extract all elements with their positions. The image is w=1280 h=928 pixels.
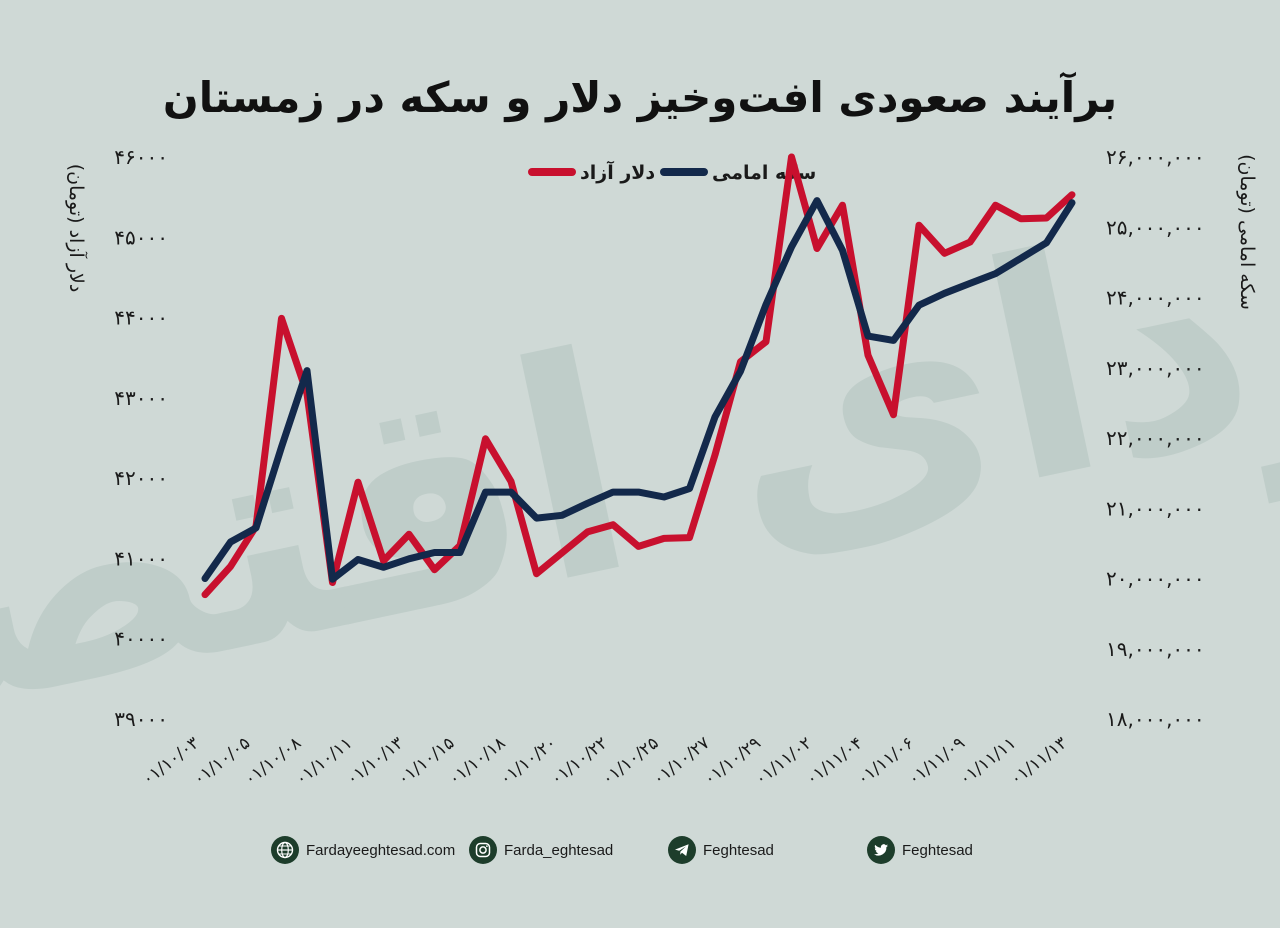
footer-telegram-text: Feghtesad bbox=[703, 841, 774, 859]
globe-icon bbox=[271, 836, 299, 864]
y-right-tick-label: ۲۵,۰۰۰,۰۰۰ bbox=[1106, 215, 1205, 239]
footer-telegram[interactable]: Feghtesad bbox=[668, 834, 774, 866]
series-line-coin bbox=[201, 197, 1076, 583]
x-tick-label: ۰۱/۱۰/۰۸ bbox=[241, 733, 306, 790]
footer-instagram[interactable]: Farda_eghtesad bbox=[469, 834, 613, 866]
legend-label-dollar: دلار آزاد bbox=[580, 160, 655, 184]
footer-website[interactable]: Fardayeeghtesad.com bbox=[271, 834, 455, 866]
x-tick-label: ۰۱/۱۱/۱۱ bbox=[956, 733, 1021, 790]
x-tick-label: ۰۱/۱۰/۰۵ bbox=[190, 733, 255, 790]
y-right-tick-label: ۲۲,۰۰۰,۰۰۰ bbox=[1106, 426, 1205, 450]
y-left-tick-label: ۴۴۰۰۰ bbox=[114, 306, 168, 330]
y-right-axis-label: سکه امامی (تومان) bbox=[1236, 154, 1258, 310]
x-tick-label: ۰۱/۱۰/۲۵ bbox=[598, 733, 663, 790]
watermark-text: فردای اقتصاد bbox=[0, 78, 1280, 840]
x-tick-label: ۰۱/۱۰/۲۷ bbox=[649, 733, 714, 790]
x-tick-label: ۰۱/۱۰/۱۵ bbox=[394, 733, 459, 790]
y-right-tick-label: ۱۹,۰۰۰,۰۰۰ bbox=[1106, 637, 1205, 661]
y-left-tick-label: ۴۶۰۰۰ bbox=[114, 145, 168, 169]
x-ticks: ۰۱/۱۰/۰۳۰۱/۱۰/۰۵۰۱/۱۰/۰۸۰۱/۱۰/۱۱۰۱/۱۰/۱۳… bbox=[139, 733, 1072, 790]
twitter-icon bbox=[867, 836, 895, 864]
x-tick-label: ۰۱/۱۰/۲۹ bbox=[700, 733, 765, 790]
x-tick-label: ۰۱/۱۱/۰۹ bbox=[904, 733, 969, 790]
telegram-icon bbox=[668, 836, 696, 864]
footer-website-text: Fardayeeghtesad.com bbox=[306, 841, 456, 859]
y-right-tick-label: ۲۱,۰۰۰,۰۰۰ bbox=[1106, 496, 1205, 520]
x-tick-label: ۰۱/۱۰/۱۸ bbox=[445, 733, 510, 790]
series-lines bbox=[201, 153, 1076, 599]
y-right-tick-label: ۱۸,۰۰۰,۰۰۰ bbox=[1106, 707, 1205, 731]
y-left-axis-label: دلار آزاد (تومان) bbox=[65, 164, 89, 293]
y-right-ticks: ۱۸,۰۰۰,۰۰۰ ۱۹,۰۰۰,۰۰۰ ۲۰,۰۰۰,۰۰۰ ۲۱,۰۰۰,۰۰۰… bbox=[1106, 145, 1205, 731]
y-left-ticks: ۳۹۰۰۰ ۴۰۰۰۰ ۴۱۰۰۰ ۴۲۰۰۰ ۴۳۰۰۰ ۴۴۰۰۰ ۴۵۰۰۰ ۴۶۰۰۰ bbox=[114, 145, 168, 731]
footer-twitter-text: Feghtesad bbox=[902, 841, 973, 859]
y-left-tick-label: ۴۵۰۰۰ bbox=[114, 225, 168, 249]
y-right-tick-label: ۲۶,۰۰۰,۰۰۰ bbox=[1106, 145, 1205, 169]
y-right-tick-label: ۲۳,۰۰۰,۰۰۰ bbox=[1106, 356, 1205, 380]
x-tick-label: ۰۱/۱۱/۰۴ bbox=[802, 733, 867, 790]
x-tick-label: ۰۱/۱۰/۲۲ bbox=[547, 733, 612, 790]
instagram-icon bbox=[469, 836, 497, 864]
y-left-tick-label: ۴۳۰۰۰ bbox=[114, 386, 168, 410]
watermark: فردای اقتصاد bbox=[0, 78, 1280, 840]
x-tick-label: ۰۱/۱۰/۲۰ bbox=[496, 733, 561, 790]
series-line-dollar bbox=[201, 153, 1076, 599]
x-tick-label: ۰۱/۱۰/۱۳ bbox=[343, 733, 408, 790]
chart-title: برآیند صعودی افت‌وخیز دلار و سکه در زمست… bbox=[163, 72, 1117, 123]
y-right-tick-label: ۲۰,۰۰۰,۰۰۰ bbox=[1106, 567, 1205, 591]
y-left-tick-label: ۴۰۰۰۰ bbox=[114, 627, 168, 651]
y-left-tick-label: ۴۱۰۰۰ bbox=[114, 546, 168, 570]
x-tick-label: ۰۱/۱۱/۱۳ bbox=[1007, 733, 1072, 790]
x-tick-label: ۰۱/۱۱/۰۶ bbox=[853, 733, 918, 790]
x-tick-label: ۰۱/۱۰/۱۱ bbox=[292, 733, 357, 790]
x-tick-label: ۰۱/۱۰/۰۳ bbox=[139, 733, 204, 790]
x-tick-label: ۰۱/۱۱/۰۲ bbox=[751, 733, 816, 790]
y-right-tick-label: ۲۴,۰۰۰,۰۰۰ bbox=[1106, 286, 1205, 310]
footer: Fardayeeghtesad.com Farda_eghtesad Feght… bbox=[0, 834, 1280, 866]
footer-twitter[interactable]: Feghtesad bbox=[867, 834, 973, 866]
footer-instagram-text: Farda_eghtesad bbox=[504, 841, 614, 859]
y-left-tick-label: ۴۲۰۰۰ bbox=[114, 466, 168, 490]
y-left-tick-label: ۳۹۰۰۰ bbox=[114, 707, 168, 731]
legend: دلار آزاد سکه امامی bbox=[528, 160, 816, 184]
